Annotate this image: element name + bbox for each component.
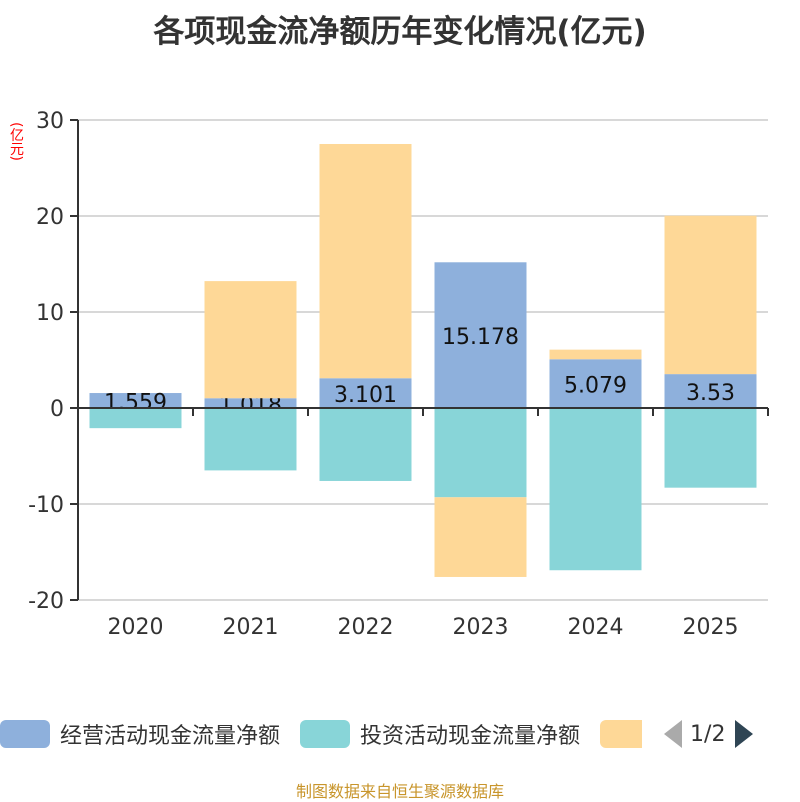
- triangle-left-icon[interactable]: [664, 720, 683, 748]
- bar-segment: [549, 349, 642, 360]
- y-tick-label: 0: [50, 397, 64, 422]
- y-tick-label: -10: [28, 493, 64, 518]
- x-tick-label: 2020: [108, 615, 164, 640]
- legend-page: 1/2: [690, 721, 726, 747]
- bar-chart: 3020100-10-201.55920201.01820213.1012022…: [28, 109, 769, 640]
- y-tick-label: -20: [28, 589, 64, 614]
- bar-segment: [434, 408, 527, 498]
- legend-label-investing[interactable]: 投资活动现金流量净额: [360, 724, 581, 749]
- bar-segment: [664, 408, 757, 488]
- chart-title: 各项现金流净额历年变化情况(亿元): [153, 14, 647, 50]
- bar-segment: [549, 359, 642, 408]
- bar-segment: [434, 262, 527, 408]
- legend-label-operating[interactable]: 经营活动现金流量净额: [60, 724, 281, 749]
- data-label: 3.101: [334, 383, 397, 408]
- data-label: 5.079: [564, 374, 627, 399]
- legend-swatch-financing[interactable]: [600, 720, 643, 748]
- bar-segment: [89, 393, 182, 408]
- y-tick-label: 30: [36, 109, 64, 134]
- bar-segment: [664, 215, 757, 375]
- data-label: 3.53: [686, 381, 735, 406]
- x-tick-label: 2021: [223, 615, 279, 640]
- x-tick-label: 2022: [338, 615, 394, 640]
- y-tick-label: 10: [36, 301, 64, 326]
- bar-segment: [549, 408, 642, 571]
- source-note: 制图数据来自恒生聚源数据库: [295, 782, 504, 801]
- legend-swatch-operating[interactable]: [0, 720, 50, 748]
- legend-swatch-investing[interactable]: [300, 720, 351, 748]
- bar-segment: [319, 408, 412, 481]
- bar-segment: [204, 281, 297, 399]
- y-tick-label: 20: [36, 205, 64, 230]
- y-axis-unit: (亿元): [8, 122, 24, 161]
- bar-segment: [319, 378, 412, 408]
- bar-segment: [664, 374, 757, 408]
- data-label: 15.178: [442, 325, 519, 350]
- x-tick-label: 2024: [568, 615, 624, 640]
- bar-segment: [204, 398, 297, 408]
- triangle-right-icon[interactable]: [735, 720, 754, 748]
- bar-segment: [89, 408, 182, 429]
- legend: 经营活动现金流量净额 投资活动现金流量净额 1/2: [0, 718, 754, 750]
- x-tick-label: 2023: [453, 615, 509, 640]
- bar-segment: [434, 497, 527, 577]
- x-tick-label: 2025: [683, 615, 739, 640]
- bar-segment: [319, 143, 412, 379]
- bar-segment: [204, 408, 297, 471]
